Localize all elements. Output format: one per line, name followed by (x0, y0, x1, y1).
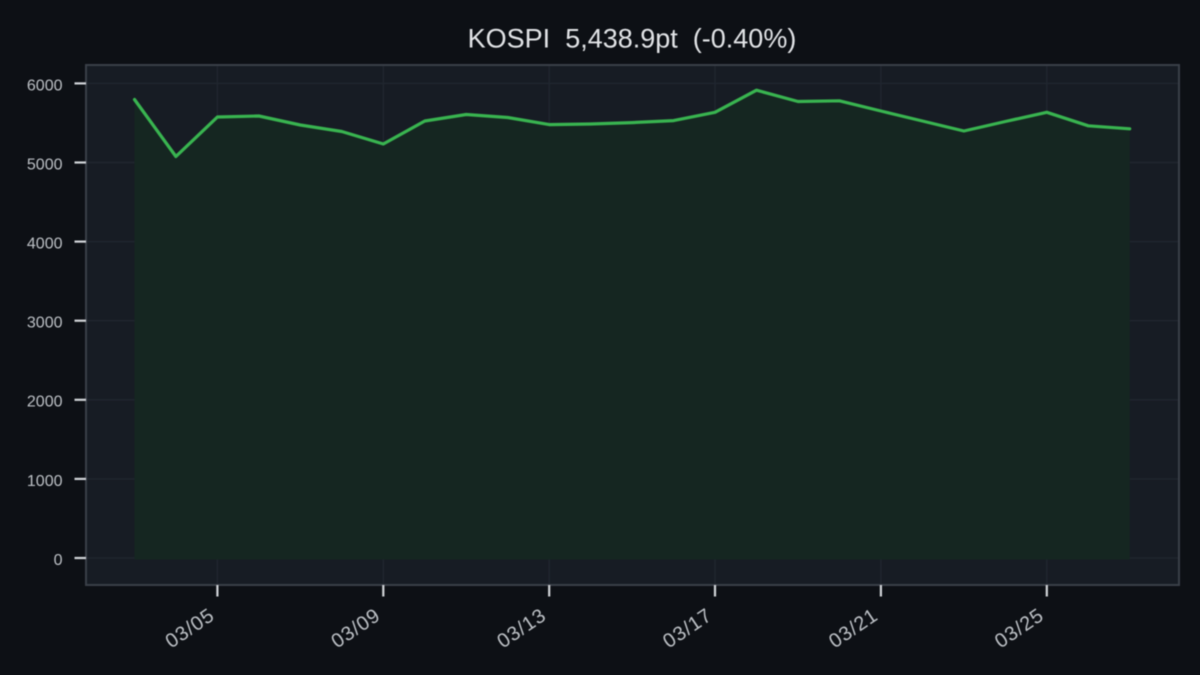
svg-text:03/21: 03/21 (825, 604, 882, 652)
svg-text:03/17: 03/17 (659, 604, 716, 652)
svg-text:03/05: 03/05 (162, 604, 219, 652)
svg-text:KOSPI 5,438.9pt (-0.40%): KOSPI 5,438.9pt (-0.40%) (468, 24, 797, 54)
svg-text:0: 0 (54, 552, 63, 569)
svg-text:5000: 5000 (27, 156, 63, 173)
svg-text:1000: 1000 (27, 473, 63, 490)
svg-text:03/25: 03/25 (991, 604, 1048, 652)
svg-text:4000: 4000 (27, 236, 63, 253)
svg-text:2000: 2000 (27, 394, 63, 411)
svg-text:3000: 3000 (27, 315, 63, 332)
svg-text:03/09: 03/09 (327, 604, 384, 652)
svg-text:6000: 6000 (27, 77, 63, 94)
svg-text:03/13: 03/13 (493, 604, 550, 652)
